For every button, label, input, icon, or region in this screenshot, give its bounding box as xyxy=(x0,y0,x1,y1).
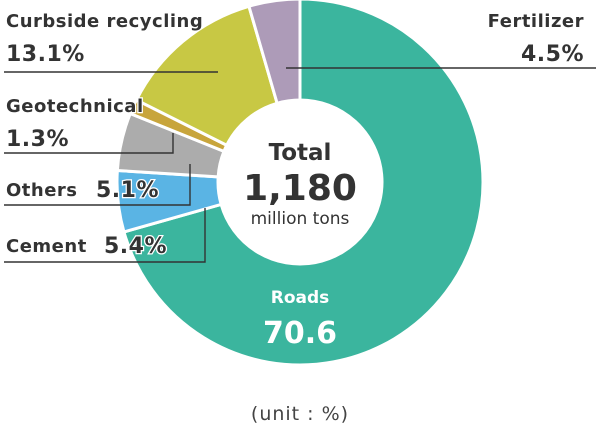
leader-cement xyxy=(4,208,206,263)
label-roads-name: Roads xyxy=(271,288,330,308)
label-fertilizer-name: Fertilizer xyxy=(488,11,584,32)
unit-note: (unit : %) xyxy=(251,403,349,425)
slice-curbside-recycling xyxy=(134,4,279,148)
center-title: Total xyxy=(269,140,332,166)
slice-roads xyxy=(122,0,485,367)
label-curbside-name: Curbside recycling xyxy=(6,11,203,32)
center-unit: million tons xyxy=(251,209,350,229)
donut-slices xyxy=(115,0,485,367)
label-others-name: Others xyxy=(6,180,78,201)
label-curbside-value: 13.1% xyxy=(6,42,85,67)
leader-others xyxy=(4,164,191,206)
slice-fertilizer xyxy=(247,0,302,106)
leader-geotechnical xyxy=(4,133,174,154)
leader-lines xyxy=(4,67,596,263)
label-cement-value: 5.4% xyxy=(104,234,167,259)
label-cement-name: Cement xyxy=(6,236,87,257)
label-geotechnical-value: 1.3% xyxy=(6,127,69,152)
label-others-value: 5.1% xyxy=(96,178,159,203)
label-fertilizer-value: 4.5% xyxy=(521,42,584,67)
center-total-value: 1,180 xyxy=(243,168,357,209)
label-roads-value: 70.6 xyxy=(263,316,337,351)
label-geotechnical-name: Geotechnical xyxy=(6,96,144,117)
